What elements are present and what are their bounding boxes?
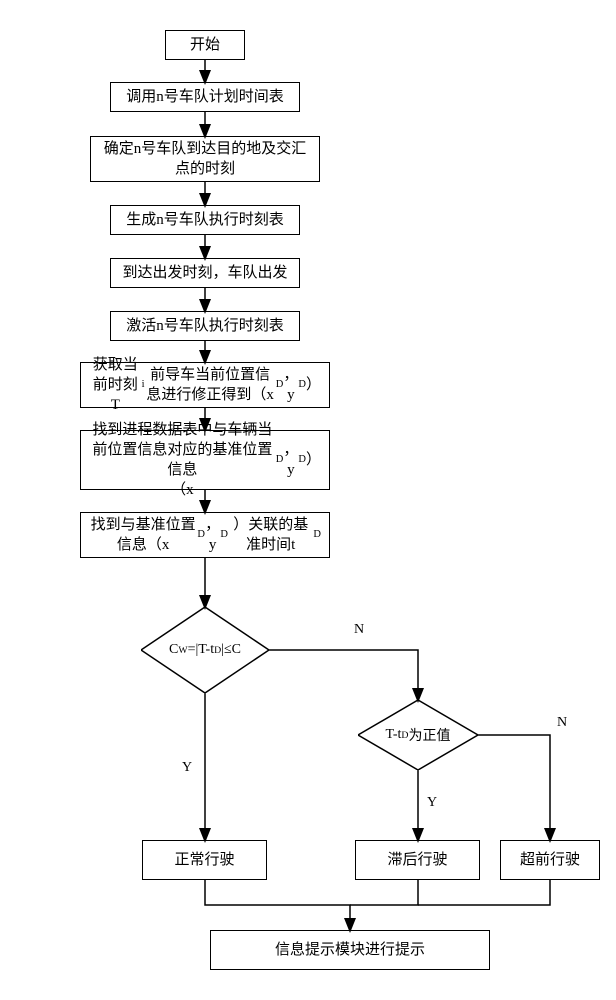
- label-d2-no: N: [555, 715, 569, 731]
- node-lag: 滞后行驶: [355, 840, 480, 880]
- node-generate-timetable: 生成n号车队执行时刻表: [110, 205, 300, 235]
- node-get-position: 获取当前时刻Ti前导车当前位置信息进行修正得到（xD，yD）: [80, 362, 330, 408]
- decision-cw-label: CW=|T-tD|≤C: [141, 607, 269, 693]
- label-d2-yes: Y: [425, 795, 439, 811]
- decision-sign: T-tD为正值: [358, 700, 478, 770]
- node-normal: 正常行驶: [142, 840, 267, 880]
- node-prompt: 信息提示模块进行提示: [210, 930, 490, 970]
- node-depart: 到达出发时刻，车队出发: [110, 258, 300, 288]
- decision-sign-label: T-tD为正值: [358, 700, 478, 770]
- node-lead: 超前行驶: [500, 840, 600, 880]
- decision-cw: CW=|T-tD|≤C: [141, 607, 269, 693]
- node-find-ref-time: 找到与基准位置信息（xD，yD）关联的基准时间tD: [80, 512, 330, 558]
- label-d1-no: N: [352, 622, 366, 638]
- label-d1-yes: Y: [180, 760, 194, 776]
- node-activate-timetable: 激活n号车队执行时刻表: [110, 311, 300, 341]
- node-find-ref-position: 找到进程数据表中与车辆当前位置信息对应的基准位置信息（xD，yD）: [80, 430, 330, 490]
- node-start: 开始: [165, 30, 245, 60]
- node-determine-arrival: 确定n号车队到达目的地及交汇点的时刻: [90, 136, 320, 182]
- node-load-schedule: 调用n号车队计划时间表: [110, 82, 300, 112]
